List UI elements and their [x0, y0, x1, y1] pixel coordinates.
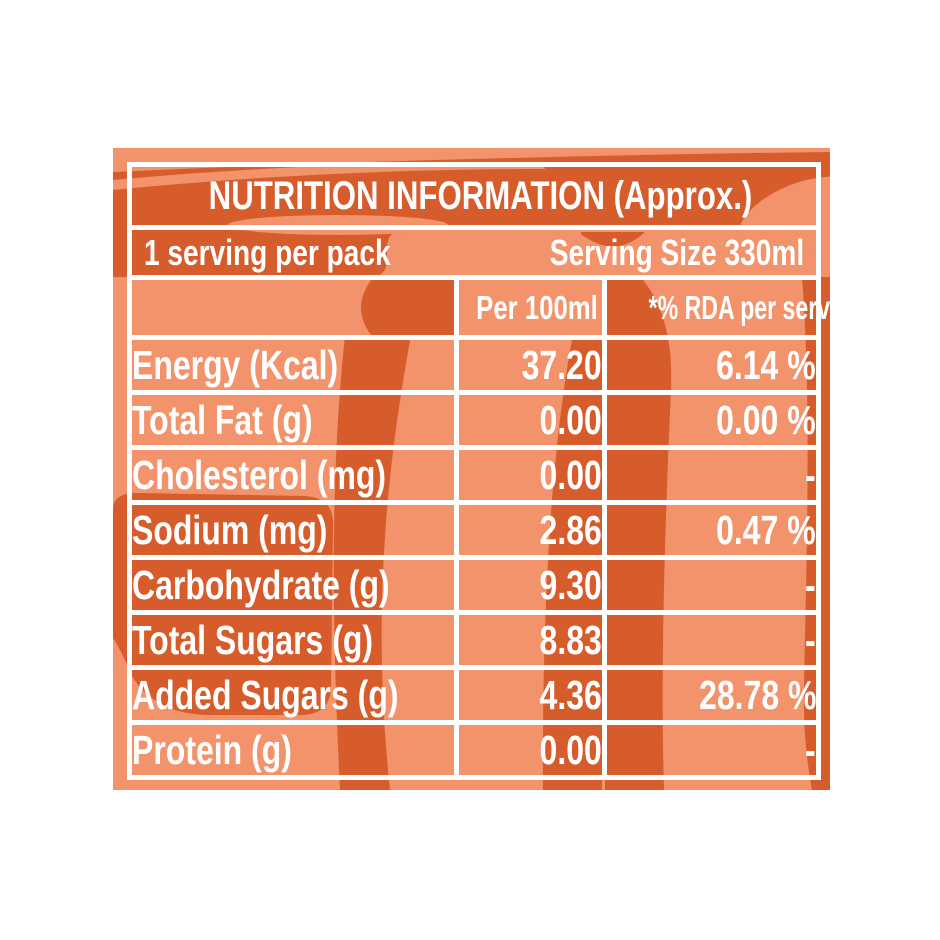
table-title: NUTRITION INFORMATION (Approx.): [208, 174, 753, 218]
table-row-energy: Energy (Kcal) 37.20 6.14 %: [127, 335, 821, 395]
nutrient-name: Total Fat (g): [127, 390, 459, 450]
serving-row: 1 serving per pack Serving Size 330ml: [127, 225, 821, 280]
nutrient-per-100ml: 2.86: [454, 500, 607, 560]
nutrient-rda: -: [602, 555, 821, 615]
serving-info-cell: 1 serving per pack Serving Size 330ml: [127, 225, 821, 280]
table-row-cholesterol: Cholesterol (mg) 0.00 -: [127, 445, 821, 505]
nutrition-table: NUTRITION INFORMATION (Approx.) 1 servin…: [127, 162, 830, 780]
serving-size: Serving Size 330ml: [549, 231, 804, 273]
nutrient-name: Energy (Kcal): [127, 335, 459, 395]
nutrient-rda: 0.47 %: [602, 500, 821, 560]
nutrient-name: Total Sugars (g): [127, 610, 459, 670]
nutrient-per-100ml: 4.36: [454, 665, 607, 725]
column-header-row: Per 100ml *% RDA per serve: [127, 275, 830, 340]
title-row: NUTRITION INFORMATION (Approx.): [127, 162, 821, 230]
nutrient-per-100ml: 9.30: [454, 555, 607, 615]
nutrient-rda: -: [602, 610, 821, 670]
nutrient-rda: -: [602, 720, 821, 780]
table-row-protein: Protein (g) 0.00 -: [127, 720, 821, 780]
nutrient-rda: -: [602, 445, 821, 505]
table-row-carbohydrate: Carbohydrate (g) 9.30 -: [127, 555, 821, 615]
nutrient-per-100ml: 0.00: [454, 720, 607, 780]
nutrient-name: Sodium (mg): [127, 500, 459, 560]
column-header-rda: *% RDA per serve: [602, 275, 830, 340]
nutrient-name: Cholesterol (mg): [127, 445, 459, 505]
nutrient-per-100ml: 0.00: [454, 390, 607, 450]
nutrient-per-100ml: 0.00: [454, 445, 607, 505]
servings-per-pack: 1 serving per pack: [144, 231, 391, 273]
nutrient-per-100ml: 37.20: [454, 335, 607, 395]
nutrient-rda: 28.78 %: [602, 665, 821, 725]
table-row-total-sugars: Total Sugars (g) 8.83 -: [127, 610, 821, 670]
table-row-total-fat: Total Fat (g) 0.00 0.00 %: [127, 390, 821, 450]
nutrient-per-100ml: 8.83: [454, 610, 607, 670]
table-row-sodium: Sodium (mg) 2.86 0.47 %: [127, 500, 821, 560]
nutrient-rda: 0.00 %: [602, 390, 821, 450]
nutrient-name: Protein (g): [127, 720, 459, 780]
table-row-added-sugars: Added Sugars (g) 4.36 28.78 %: [127, 665, 821, 725]
column-header-per-100ml: Per 100ml: [454, 275, 607, 340]
nutrient-name: Carbohydrate (g): [127, 555, 459, 615]
nutrient-rda: 6.14 %: [602, 335, 821, 395]
column-header-empty: [127, 275, 459, 340]
nutrient-name: Added Sugars (g): [127, 665, 459, 725]
table-title-cell: NUTRITION INFORMATION (Approx.): [127, 162, 821, 230]
nutrition-label: NUTRITION INFORMATION (Approx.) 1 servin…: [113, 148, 830, 790]
